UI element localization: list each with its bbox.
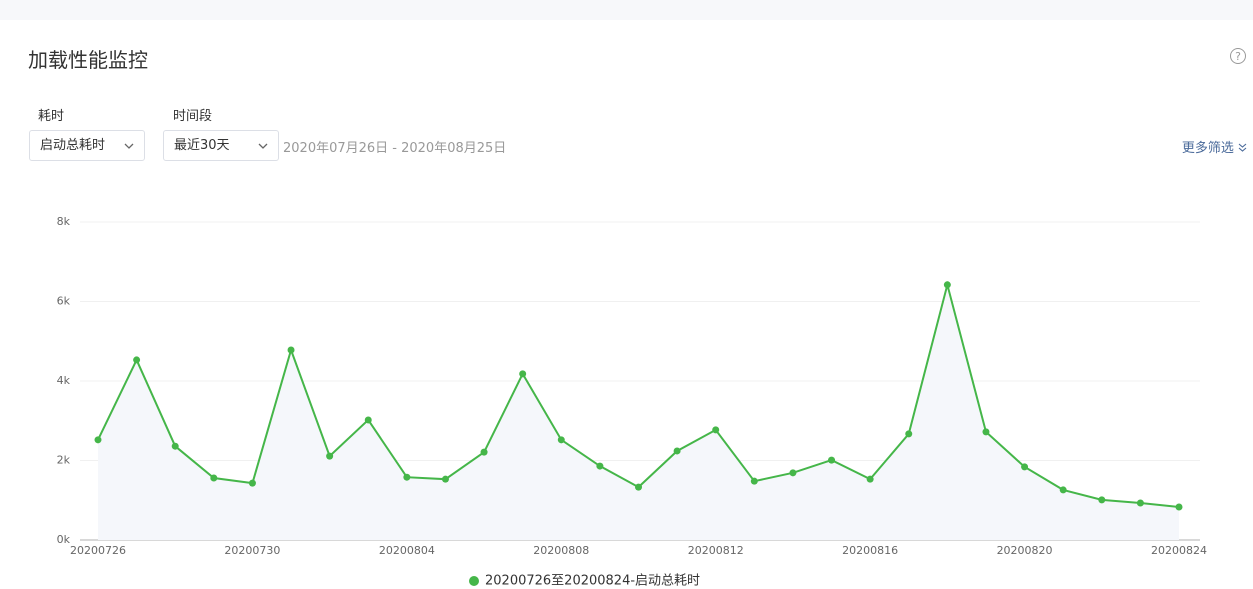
help-icon[interactable]: ? — [1230, 48, 1246, 64]
chevron — [124, 143, 134, 149]
x-tick-label: 20200804 — [379, 544, 435, 557]
metric-select[interactable]: 启动总耗时 — [29, 130, 145, 161]
y-tick-label: 8k — [57, 215, 71, 228]
point — [596, 462, 604, 470]
point — [1136, 499, 1144, 507]
x-tick-label: 20200812 — [688, 544, 744, 557]
double-chevron — [1238, 143, 1247, 152]
y-tick-label: 0k — [57, 533, 71, 546]
top-bar — [0, 0, 1253, 20]
point — [635, 483, 642, 491]
x-tick-label: 20200824 — [1151, 544, 1207, 557]
area — [98, 284, 1179, 540]
point — [133, 356, 141, 364]
point — [1059, 486, 1067, 494]
x-tick-label: 20200726 — [70, 544, 126, 557]
x-tick-label: 20200808 — [533, 544, 589, 557]
point — [441, 475, 449, 483]
point — [866, 475, 874, 483]
date-range: 2020年07月26日 - 2020年08月25日 — [283, 141, 507, 156]
legend-swatch — [469, 576, 479, 586]
point — [94, 436, 102, 444]
legend: 20200726至20200824-启动总耗时 — [485, 574, 700, 589]
point — [828, 456, 836, 464]
period-select[interactable]: 最近30天 — [163, 130, 279, 161]
point — [1175, 503, 1183, 511]
point — [557, 436, 565, 444]
x-tick-label: 20200820 — [997, 544, 1053, 557]
point — [943, 281, 951, 289]
point — [673, 447, 681, 455]
point — [982, 428, 990, 436]
point — [403, 473, 411, 481]
point — [789, 469, 797, 477]
page-title: 加载性能监控 — [28, 48, 148, 72]
filter-label: 耗时 — [38, 109, 65, 124]
y-tick-label: 4k — [57, 374, 71, 387]
point — [519, 370, 527, 378]
point — [1021, 463, 1029, 471]
point — [171, 442, 179, 450]
point — [364, 416, 372, 424]
select-value: 最近30天 — [174, 138, 230, 153]
chevron — [258, 143, 268, 149]
x-tick-label: 20200730 — [224, 544, 280, 557]
y-tick-label: 2k — [57, 454, 71, 467]
point — [480, 448, 488, 456]
point — [326, 452, 334, 460]
select-value: 启动总耗时 — [40, 138, 106, 153]
point — [750, 477, 758, 485]
point — [1098, 496, 1106, 504]
more-filters[interactable]: 更多筛选 — [1182, 137, 1247, 156]
point — [210, 474, 218, 482]
point — [287, 346, 295, 354]
point — [905, 430, 913, 438]
more-filters-text: 更多筛选 — [1181, 141, 1234, 156]
point — [712, 426, 720, 434]
y-tick-label: 6k — [57, 295, 71, 308]
filter-label: 时间段 — [173, 109, 213, 124]
x-tick-label: 20200816 — [842, 544, 898, 557]
point — [248, 479, 256, 487]
